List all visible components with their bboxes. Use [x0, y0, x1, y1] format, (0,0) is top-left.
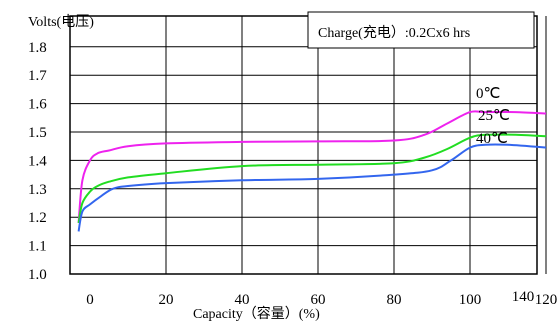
series-line: [77, 110, 547, 223]
series-labels: 0℃ 25℃ 40℃: [476, 86, 510, 147]
series-label: 25℃: [478, 108, 510, 124]
x-tick-label: 140: [512, 289, 535, 305]
y-tick-label: 1.5: [28, 125, 47, 141]
x-tick-label: 100: [459, 292, 482, 308]
y-axis-label: Volts(电压): [28, 14, 94, 30]
x-tick-label: 20: [159, 292, 174, 308]
x-tick-label: 60: [311, 292, 326, 308]
series-line: [77, 133, 547, 224]
x-axis-label: Capacity（容量）(%): [193, 305, 320, 321]
chart-title: Charge(充电）:0.2Cx6 hrs: [318, 25, 470, 41]
series-label: 40℃: [476, 131, 508, 147]
y-tick-labels: 1.0 1.1 1.2 1.3 1.4 1.5 1.6 1.7 1.8: [28, 40, 47, 283]
title-box: [307, 11, 535, 49]
y-tick-label: 1.8: [28, 40, 47, 56]
plot-frame: [69, 15, 538, 275]
x-tick-label: 0: [86, 292, 94, 308]
series-lines: [77, 110, 547, 232]
x-tick-label: 40: [235, 292, 250, 308]
y-tick-label: 1.1: [28, 239, 47, 255]
y-tick-label: 1.0: [28, 267, 47, 283]
y-tick-label: 1.4: [28, 153, 47, 169]
grid-lines: [70, 16, 547, 274]
series-label: 0℃: [476, 86, 500, 102]
series-line: [77, 143, 547, 232]
y-tick-label: 1.3: [28, 182, 47, 198]
x-tick-label: 80: [387, 292, 402, 308]
y-tick-label: 1.2: [28, 210, 47, 226]
y-tick-label: 1.6: [28, 97, 47, 113]
x-tick-label: 120: [535, 292, 557, 308]
y-tick-label: 1.7: [28, 68, 47, 84]
